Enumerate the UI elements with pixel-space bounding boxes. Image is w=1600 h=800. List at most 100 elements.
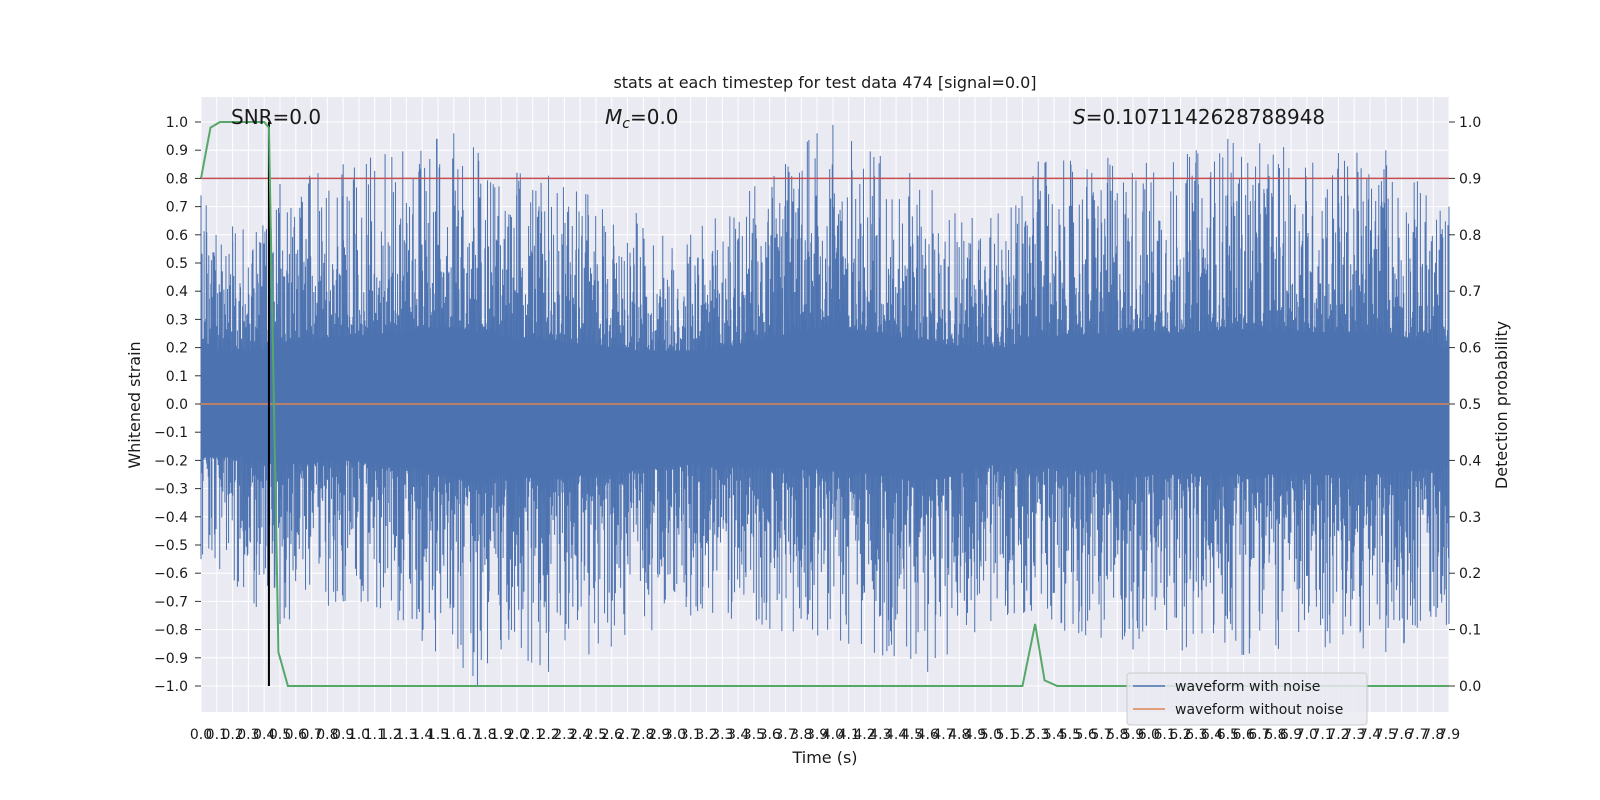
y-left-tick-label: 0.4 (166, 284, 188, 300)
x-tick-label: 5.8 (1106, 727, 1128, 743)
x-tick-label: 6.0 (1138, 727, 1160, 743)
legend-label-waveform-with-noise: waveform with noise (1175, 679, 1320, 695)
x-tick-label: 7.1 (1311, 727, 1333, 743)
x-tick-label: 3.9 (806, 727, 828, 743)
x-tick-label: 2.0 (506, 727, 528, 743)
x-tick-label: 6.3 (1185, 727, 1207, 743)
x-tick-label: 2.4 (569, 727, 591, 743)
y-axis-right-label: Detection probability (1492, 321, 1511, 489)
y-left-tick-label: −0.4 (154, 510, 188, 526)
x-tick-label: 2.7 (616, 727, 638, 743)
x-tick-label: 0.1 (206, 727, 228, 743)
x-tick-label: 2.9 (648, 727, 670, 743)
x-tick-label: 0.2 (221, 727, 243, 743)
x-tick-label: 5.5 (1059, 727, 1081, 743)
x-tick-label: 1.7 (458, 727, 480, 743)
y-axis-left-label: Whitened strain (125, 341, 144, 468)
x-tick-label: 2.1 (522, 727, 544, 743)
x-tick-label: 2.2 (537, 727, 559, 743)
chirp-mass-symbol: M (605, 105, 622, 129)
y-right-tick-label: 0.1 (1459, 623, 1481, 639)
y-left-tick-label: 0.1 (166, 369, 188, 385)
x-tick-label: 4.8 (948, 727, 970, 743)
x-tick-label: 5.1 (996, 727, 1018, 743)
x-tick-label: 4.0 (822, 727, 844, 743)
x-tick-label: 2.8 (632, 727, 654, 743)
x-tick-label: 1.3 (395, 727, 417, 743)
x-tick-label: 7.9 (1438, 727, 1460, 743)
x-tick-label: 0.8 (316, 727, 338, 743)
x-tick-label: 7.6 (1390, 727, 1412, 743)
y-right-tick-label: 0.8 (1459, 228, 1481, 244)
x-tick-label: 1.6 (443, 727, 465, 743)
x-tick-label: 0.9 (332, 727, 354, 743)
x-tick-label: 3.8 (790, 727, 812, 743)
y-left-tick-label: −0.9 (154, 651, 188, 667)
series-waveform-with-noise (200, 124, 1450, 686)
axes: 0.00.10.20.30.40.50.60.70.80.91.01.11.21… (154, 115, 1481, 743)
x-tick-label: 2.5 (585, 727, 607, 743)
y-left-tick-label: 0.7 (166, 200, 188, 216)
y-right-tick-label: 1.0 (1459, 115, 1481, 131)
x-tick-label: 6.7 (1248, 727, 1270, 743)
x-axis-label: Time (s) (791, 748, 857, 767)
x-tick-label: 7.7 (1406, 727, 1428, 743)
x-tick-label: 5.2 (1011, 727, 1033, 743)
x-tick-label: 6.4 (1201, 727, 1223, 743)
x-tick-label: 1.8 (474, 727, 496, 743)
x-tick-label: 3.7 (774, 727, 796, 743)
x-tick-label: 6.6 (1233, 727, 1255, 743)
y-left-tick-label: −0.5 (154, 538, 188, 554)
y-left-tick-label: −0.8 (154, 623, 188, 639)
x-tick-label: 7.2 (1327, 727, 1349, 743)
y-right-tick-label: 0.9 (1459, 171, 1481, 187)
chirp-mass-subscript: c (622, 116, 630, 132)
x-tick-label: 4.5 (901, 727, 923, 743)
x-tick-label: 1.5 (427, 727, 449, 743)
x-tick-label: 3.6 (759, 727, 781, 743)
x-tick-label: 0.3 (237, 727, 259, 743)
x-tick-label: 5.7 (1090, 727, 1112, 743)
chirp-mass-value: =0.0 (630, 105, 679, 129)
y-right-tick-label: 0.0 (1459, 679, 1481, 695)
x-tick-label: 3.5 (743, 727, 765, 743)
y-left-tick-label: −0.7 (154, 594, 188, 610)
x-tick-label: 6.5 (1217, 727, 1239, 743)
x-tick-label: 0.5 (269, 727, 291, 743)
y-right-tick-label: 0.5 (1459, 397, 1481, 413)
y-left-tick-label: −0.1 (154, 425, 188, 441)
y-left-tick-label: −0.2 (154, 453, 188, 469)
x-tick-label: 7.4 (1359, 727, 1381, 743)
x-tick-label: 4.9 (964, 727, 986, 743)
y-left-tick-label: −0.3 (154, 482, 188, 498)
s-annotation: S=0.1071142628788948 (1073, 105, 1325, 129)
series-detection-probability (200, 121, 1449, 687)
x-tick-label: 2.3 (553, 727, 575, 743)
legend-label-waveform-without-noise: waveform without noise (1175, 702, 1343, 718)
x-tick-label: 4.1 (838, 727, 860, 743)
x-tick-label: 1.4 (411, 727, 433, 743)
y-left-tick-label: 0.9 (166, 143, 188, 159)
x-tick-label: 5.0 (980, 727, 1002, 743)
x-tick-label: 1.9 (490, 727, 512, 743)
x-tick-label: 1.0 (348, 727, 370, 743)
y-left-tick-label: 0.0 (166, 397, 188, 413)
x-tick-label: 3.3 (711, 727, 733, 743)
y-right-tick-label: 0.2 (1459, 566, 1481, 582)
x-tick-label: 0.6 (285, 727, 307, 743)
chart-title: stats at each timestep for test data 474… (613, 73, 1036, 92)
x-tick-label: 3.4 (727, 727, 749, 743)
x-tick-label: 6.2 (1169, 727, 1191, 743)
x-tick-label: 1.1 (364, 727, 386, 743)
y-left-tick-label: −0.6 (154, 566, 188, 582)
snr-annotation: SNR=0.0 (231, 105, 321, 129)
chirp-mass-annotation: Mc=0.0 (605, 105, 679, 132)
y-left-tick-label: 0.8 (166, 171, 188, 187)
s-value: =0.1071142628788948 (1086, 105, 1325, 129)
x-tick-label: 4.3 (869, 727, 891, 743)
x-tick-label: 4.7 (932, 727, 954, 743)
x-tick-label: 5.9 (1122, 727, 1144, 743)
legend-box (1126, 672, 1368, 726)
x-tick-label: 4.4 (885, 727, 907, 743)
